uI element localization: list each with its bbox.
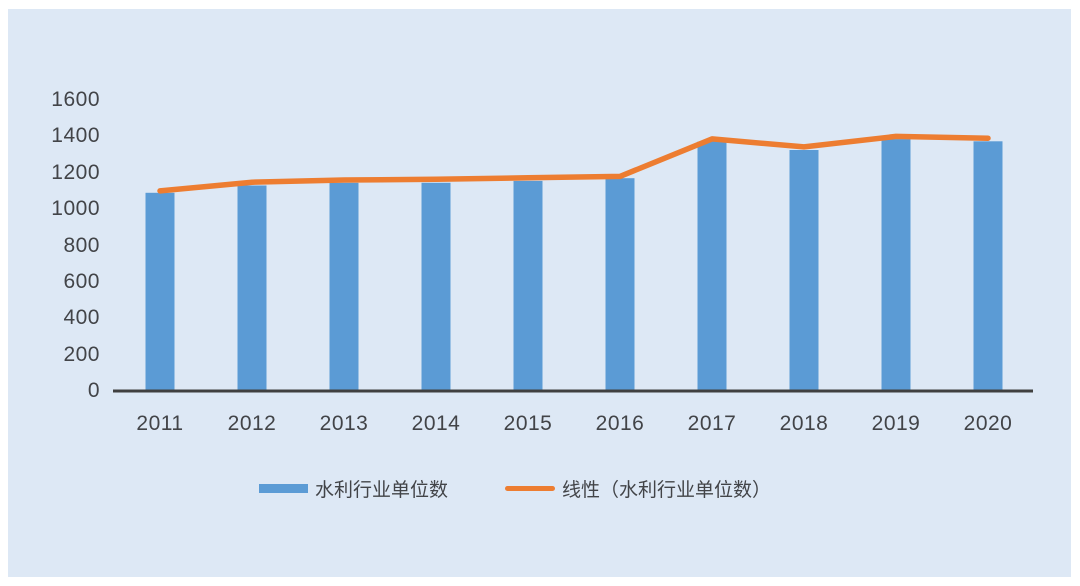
y-axis-tick-200: 200	[63, 343, 100, 366]
bar-2019	[881, 139, 911, 391]
x-axis-tick-2013: 2013	[319, 412, 369, 435]
x-axis-tick-2018: 2018	[779, 412, 829, 435]
bar-series-swatch-icon	[259, 483, 308, 493]
trend-line	[157, 133, 991, 194]
y-axis-tick-600: 600	[63, 270, 100, 293]
legend-item-line-series: 线性（水利行业单位数）	[505, 475, 771, 502]
legend: 水利行业单位数 线性（水利行业单位数）	[259, 475, 771, 501]
bar-2011	[145, 192, 175, 391]
bar-2015	[513, 180, 543, 391]
bar-2012	[237, 185, 267, 391]
legend-label-bar-series: 水利行业单位数	[315, 479, 449, 501]
y-axis-tick-1000: 1000	[51, 197, 100, 220]
legend-item-bar-series: 水利行业单位数	[259, 475, 448, 502]
x-axis-line	[113, 389, 1033, 393]
y-axis-tick-1600: 1600	[51, 88, 100, 111]
y-axis-tick-1400: 1400	[51, 124, 100, 147]
bar-2014	[421, 182, 451, 391]
x-axis-tick-2016: 2016	[595, 412, 645, 435]
bar-2013	[329, 182, 359, 391]
x-axis-tick-2019: 2019	[871, 412, 921, 435]
x-axis-tick-2015: 2015	[503, 412, 553, 435]
legend-label-line-series: 线性（水利行业单位数）	[562, 479, 772, 501]
y-axis-tick-800: 800	[63, 234, 100, 257]
x-axis-tick-2012: 2012	[227, 412, 277, 435]
x-axis-tick-2011: 2011	[136, 412, 184, 435]
y-axis-tick-0: 0	[87, 379, 100, 402]
bar-2016	[605, 178, 635, 391]
bar-2020	[973, 141, 1003, 391]
line-series-swatch-icon	[505, 485, 556, 491]
y-axis-tick-400: 400	[63, 306, 100, 329]
x-axis-tick-2017: 2017	[687, 412, 737, 435]
y-axis-tick-1200: 1200	[51, 161, 100, 184]
x-axis-tick-2020: 2020	[963, 412, 1013, 435]
bar-2017	[697, 141, 727, 391]
x-axis-tick-2014: 2014	[411, 412, 461, 435]
bar-2018	[789, 150, 819, 391]
